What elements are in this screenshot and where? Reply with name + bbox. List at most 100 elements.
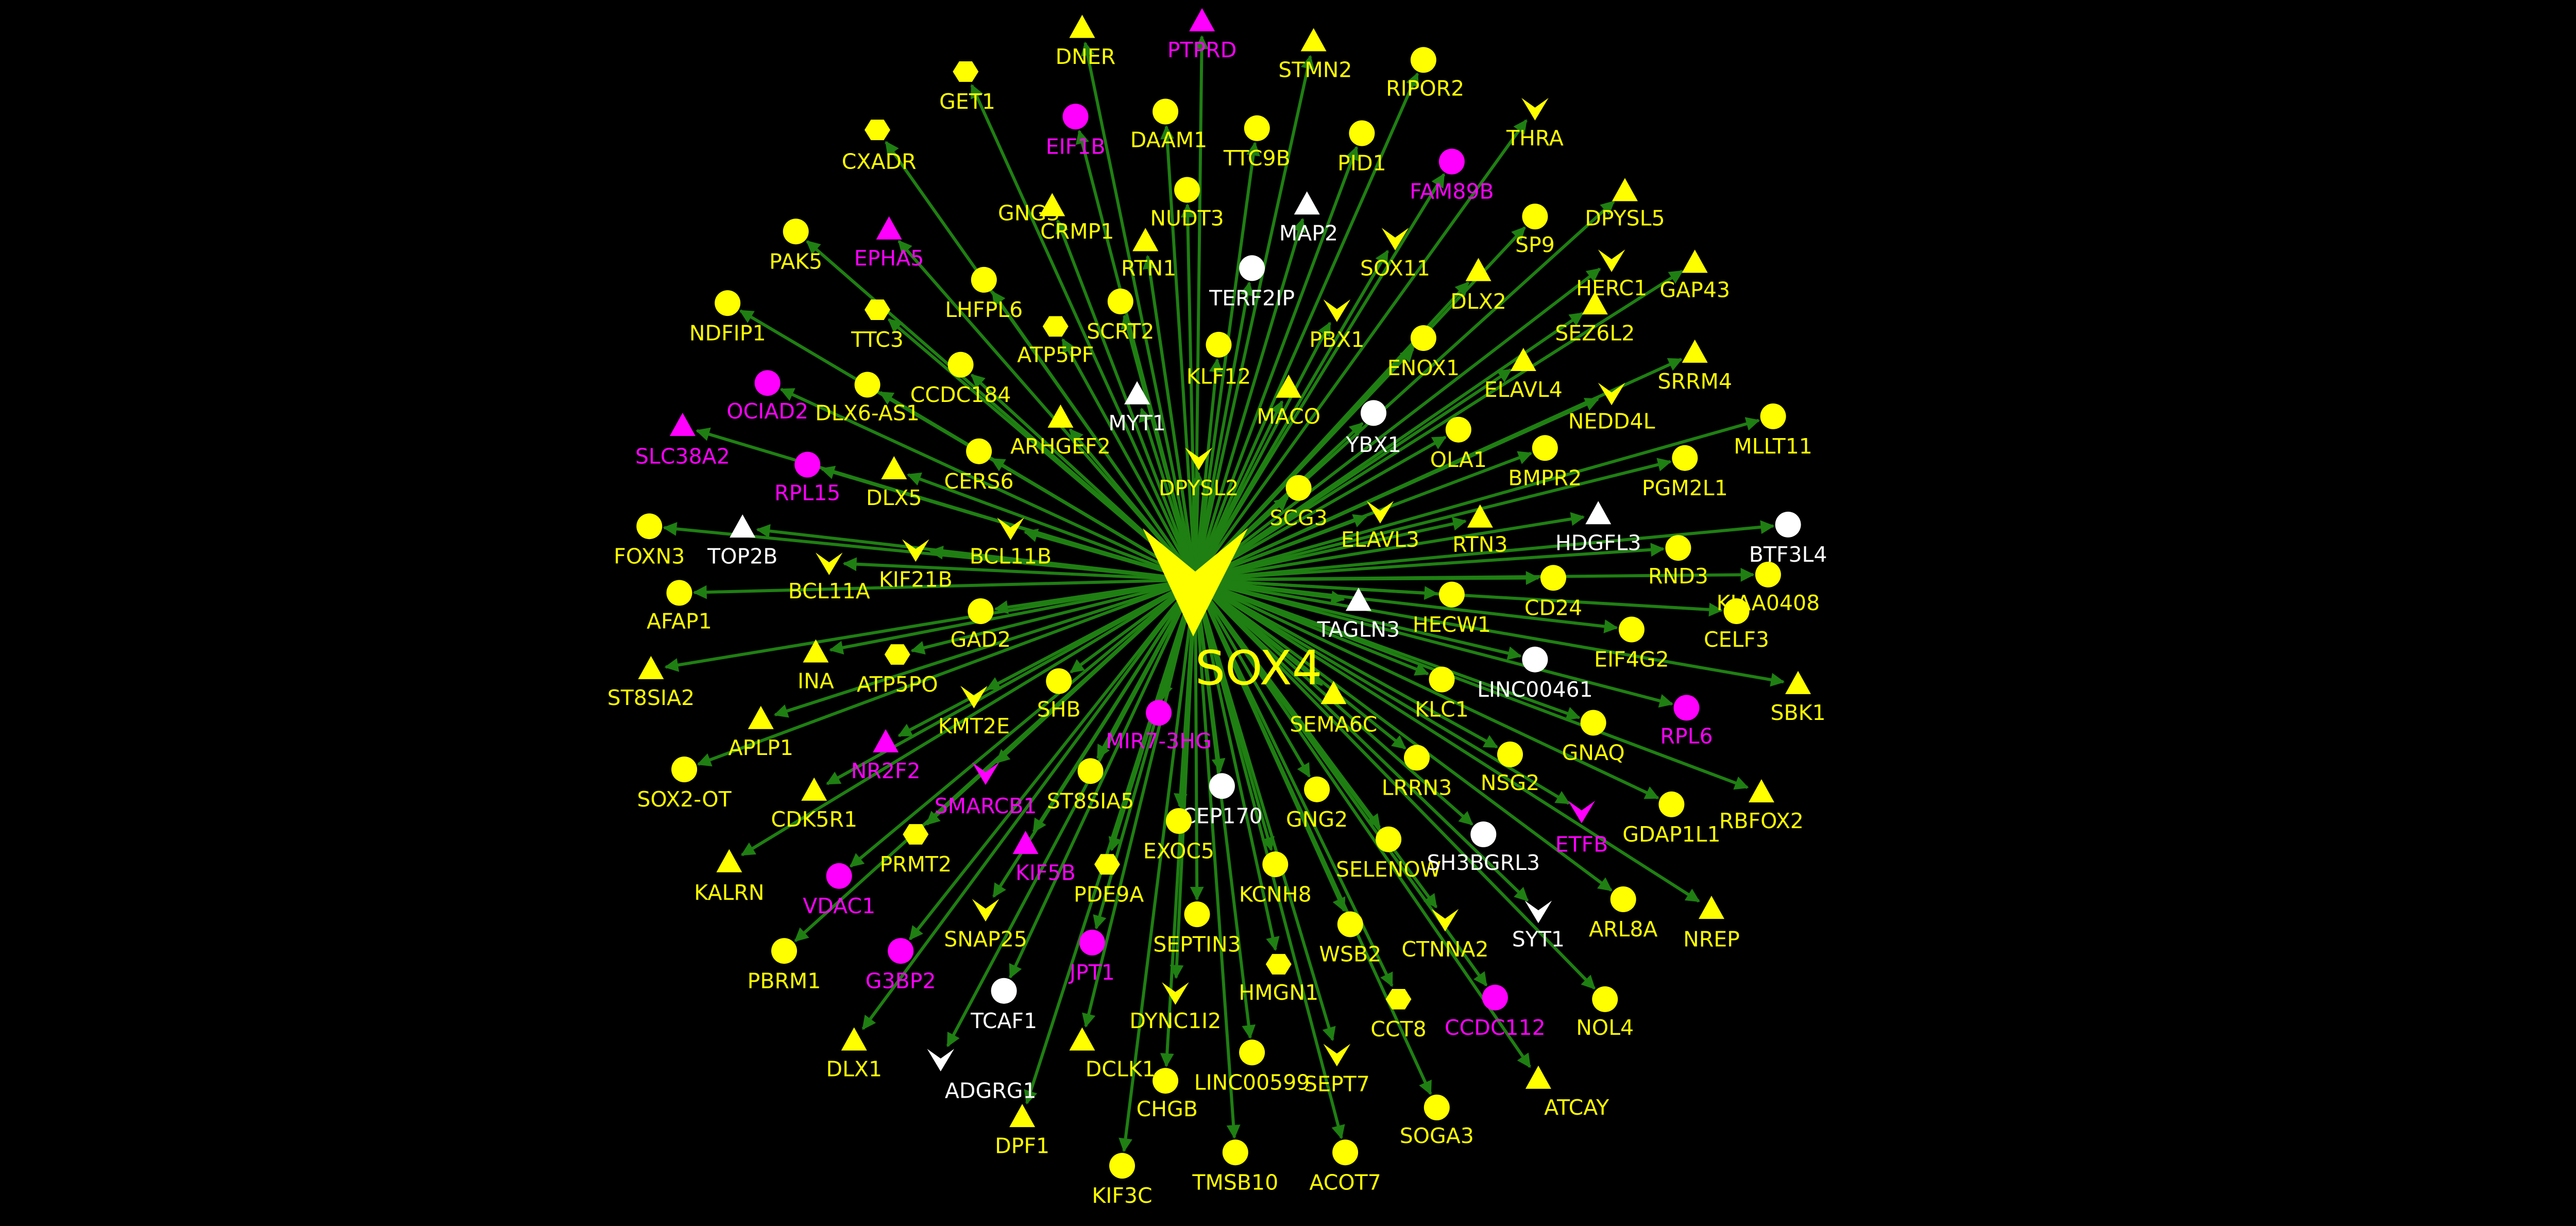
node-nol4[interactable]: NOL4 xyxy=(1576,986,1634,1040)
node-acot7[interactable]: ACOT7 xyxy=(1309,1139,1381,1195)
node-dpf1[interactable]: DPF1 xyxy=(995,1104,1049,1158)
node-septin3[interactable]: SEPTIN3 xyxy=(1153,901,1241,956)
node-label: RTN3 xyxy=(1452,532,1507,557)
circle-node-icon xyxy=(1108,289,1133,314)
node-slc38a2[interactable]: SLC38A2 xyxy=(635,413,730,468)
node-label: CD24 xyxy=(1524,596,1582,620)
node-eif4g2[interactable]: EIF4G2 xyxy=(1594,617,1669,672)
node-syt1[interactable]: SYT1 xyxy=(1512,901,1565,952)
node-linc00599[interactable]: LINC00599 xyxy=(1194,1039,1310,1095)
node-top2b[interactable]: TOP2B xyxy=(707,514,777,568)
node-dclk1[interactable]: DCLK1 xyxy=(1069,1027,1155,1081)
node-selenow[interactable]: SELENOW xyxy=(1336,827,1441,882)
node-foxn3[interactable]: FOXN3 xyxy=(614,513,685,568)
node-soga3[interactable]: SOGA3 xyxy=(1400,1095,1474,1148)
node-sh3bgrl3[interactable]: SH3BGRL3 xyxy=(1427,821,1540,875)
node-enox1[interactable]: ENOX1 xyxy=(1387,325,1460,380)
node-fam89b[interactable]: FAM89B xyxy=(1410,149,1494,204)
circle-node-icon xyxy=(1332,1139,1358,1165)
node-sept7[interactable]: SEPT7 xyxy=(1304,1044,1370,1097)
node-etfb[interactable]: ETFB xyxy=(1555,801,1608,857)
node-rpl15[interactable]: RPL15 xyxy=(774,452,840,506)
circle-node-icon xyxy=(715,290,740,316)
node-eif1b[interactable]: EIF1B xyxy=(1046,104,1106,159)
node-label: TOP2B xyxy=(707,544,777,568)
node-atp5po[interactable]: ATP5PO xyxy=(857,644,938,697)
node-hmgn1[interactable]: HMGN1 xyxy=(1239,954,1318,1005)
node-afap1[interactable]: AFAP1 xyxy=(647,580,712,633)
node-label: CEP170 xyxy=(1181,803,1263,828)
circle-node-icon xyxy=(991,978,1017,1004)
node-atcay[interactable]: ATCAY xyxy=(1526,1066,1609,1120)
node-label: SCG3 xyxy=(1269,506,1328,530)
edge-arl8a xyxy=(1195,580,1612,891)
node-label: VDAC1 xyxy=(803,894,875,918)
node-sbk1[interactable]: SBK1 xyxy=(1770,671,1825,725)
node-get1[interactable]: GET1 xyxy=(939,61,995,114)
node-rnd3[interactable]: RND3 xyxy=(1648,535,1708,589)
node-bmpr2[interactable]: BMPR2 xyxy=(1508,435,1582,490)
node-linc00461[interactable]: LINC00461 xyxy=(1477,647,1593,702)
node-epha5[interactable]: EPHA5 xyxy=(854,216,924,271)
triangle-node-icon xyxy=(1526,1066,1551,1089)
node-rbfox2[interactable]: RBFOX2 xyxy=(1719,779,1804,833)
circle-node-icon xyxy=(1239,255,1265,281)
node-nrep[interactable]: NREP xyxy=(1683,896,1740,951)
node-arl8a[interactable]: ARL8A xyxy=(1589,886,1658,942)
node-pid1[interactable]: PID1 xyxy=(1337,121,1386,176)
node-wsb2[interactable]: WSB2 xyxy=(1319,912,1381,967)
hexagon-node-icon xyxy=(865,299,890,320)
node-vdac1[interactable]: VDAC1 xyxy=(803,863,875,918)
node-st8sia5[interactable]: ST8SIA5 xyxy=(1047,758,1134,813)
circle-node-icon xyxy=(1184,901,1210,927)
node-kmt2e[interactable]: KMT2E xyxy=(938,686,1010,738)
node-gdap1l1[interactable]: GDAP1L1 xyxy=(1622,792,1720,847)
node-cct8[interactable]: CCT8 xyxy=(1370,989,1426,1042)
node-sox2-ot[interactable]: SOX2-OT xyxy=(637,757,732,812)
node-kalrn[interactable]: KALRN xyxy=(694,849,764,905)
node-kif3c[interactable]: KIF3C xyxy=(1092,1153,1152,1208)
node-hdgfl3[interactable]: HDGFL3 xyxy=(1555,501,1641,555)
node-ccdc112[interactable]: CCDC112 xyxy=(1445,985,1546,1040)
node-nudt3[interactable]: NUDT3 xyxy=(1150,177,1224,230)
node-ripor2[interactable]: RIPOR2 xyxy=(1386,47,1464,100)
node-snap25[interactable]: SNAP25 xyxy=(944,899,1027,951)
node-label: CELF3 xyxy=(1704,627,1769,652)
circle-node-icon xyxy=(667,580,692,606)
node-dlx2[interactable]: DLX2 xyxy=(1450,258,1506,313)
node-daam1[interactable]: DAAM1 xyxy=(1130,99,1208,153)
node-dlx6-as1[interactable]: DLX6-AS1 xyxy=(815,372,920,426)
node-label: ADGRG1 xyxy=(945,1079,1037,1103)
node-thra[interactable]: THRA xyxy=(1506,98,1564,150)
node-dpysl5[interactable]: DPYSL5 xyxy=(1585,178,1665,230)
node-terf2ip[interactable]: TERF2IP xyxy=(1209,255,1295,310)
node-scrt2[interactable]: SCRT2 xyxy=(1087,289,1154,344)
node-adgrg1[interactable]: ADGRG1 xyxy=(927,1049,1037,1103)
node-dlx1[interactable]: DLX1 xyxy=(826,1027,883,1081)
node-srrm4[interactable]: SRRM4 xyxy=(1657,340,1732,394)
node-kcnh8[interactable]: KCNH8 xyxy=(1239,851,1312,906)
node-gap43[interactable]: GAP43 xyxy=(1659,249,1730,302)
node-btf3l4[interactable]: BTF3L4 xyxy=(1749,512,1827,567)
node-mllt11[interactable]: MLLT11 xyxy=(1734,404,1812,459)
node-label: ARHGEF2 xyxy=(1010,434,1111,459)
node-ina[interactable]: INA xyxy=(798,640,834,694)
node-lhfpl6[interactable]: LHFPL6 xyxy=(945,267,1023,322)
node-cd24[interactable]: CD24 xyxy=(1524,565,1582,620)
node-bcl11a[interactable]: BCL11A xyxy=(788,552,870,603)
node-klf12[interactable]: KLF12 xyxy=(1187,332,1251,389)
node-tmsb10[interactable]: TMSB10 xyxy=(1192,1139,1278,1195)
node-pbrm1[interactable]: PBRM1 xyxy=(748,938,821,993)
node-stmn2[interactable]: STMN2 xyxy=(1278,28,1352,82)
node-dner[interactable]: DNER xyxy=(1056,15,1116,69)
triangle-node-icon xyxy=(1749,779,1774,802)
node-pgm2l1[interactable]: PGM2L1 xyxy=(1642,445,1728,500)
node-ctnna2[interactable]: CTNNA2 xyxy=(1401,909,1488,962)
node-herc1[interactable]: HERC1 xyxy=(1576,249,1647,300)
node-ptprd[interactable]: PTPRD xyxy=(1167,8,1237,62)
node-cxadr[interactable]: CXADR xyxy=(842,120,917,174)
circle-node-icon xyxy=(1411,325,1436,351)
node-cdk5r1[interactable]: CDK5R1 xyxy=(771,778,857,832)
node-label: LHFPL6 xyxy=(945,297,1023,322)
node-ttc9b[interactable]: TTC9B xyxy=(1223,115,1291,171)
